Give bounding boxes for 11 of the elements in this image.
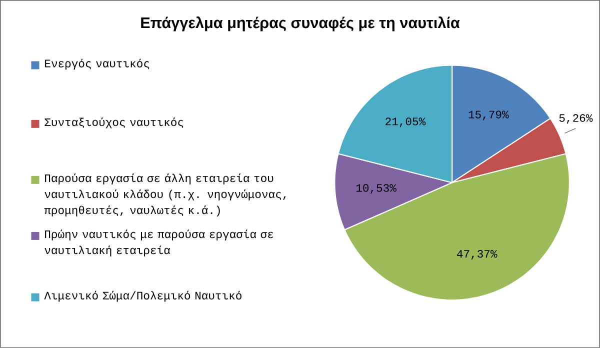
legend-label: Συνταξιούχος ναυτικός <box>44 118 184 128</box>
chart-title: Επάγγελμα μητέρας συναφές με τη ναυτιλία <box>141 16 460 32</box>
legend-label: Παρούσα εργασία σε άλλη εταιρεία του ναυτιλιακού κλάδου (π.χ. νηογνώμονας, προμηθευτές, ναυλωτές κ.ά.) <box>44 174 286 216</box>
legend-label: Πρώην ναυτικός με παρούσα εργασία σε ναυτιλιακή εταιρεία <box>44 230 274 256</box>
data-label: 21,05% <box>386 118 426 128</box>
legend-label: Ενεργός ναυτικός <box>45 58 150 70</box>
data-label: 10,53% <box>356 184 396 194</box>
legend-label: Λιμενικό Σώμα/Πολεμικό Ναυτικό <box>44 290 242 302</box>
data-label: 15,79% <box>468 110 509 120</box>
data-label: 5,26% <box>559 114 593 124</box>
data-label: 47,37% <box>457 250 498 260</box>
